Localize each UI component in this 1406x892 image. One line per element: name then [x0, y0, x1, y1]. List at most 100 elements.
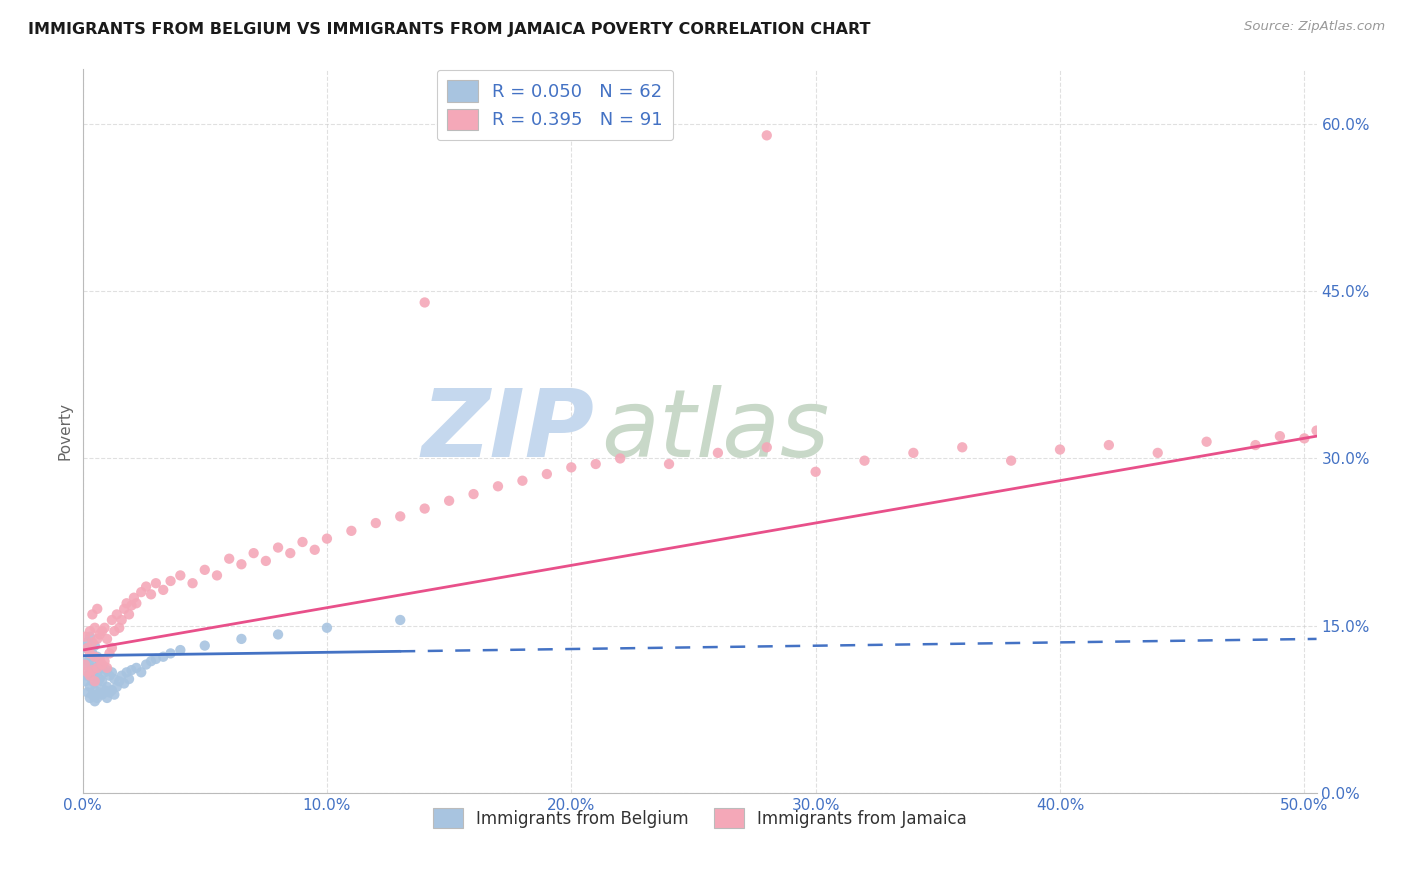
Point — [267, 627, 290, 641]
Point — [121, 663, 143, 677]
Point — [89, 627, 111, 641]
Legend: Immigrants from Belgium, Immigrants from Jamaica: Immigrants from Belgium, Immigrants from… — [426, 801, 973, 835]
Point — [86, 602, 108, 616]
Point — [853, 453, 876, 467]
Point — [194, 563, 217, 577]
Point — [585, 457, 607, 471]
Point — [105, 680, 128, 694]
Point — [93, 683, 115, 698]
Point — [1341, 416, 1364, 430]
Point — [903, 446, 925, 460]
Point — [139, 654, 162, 668]
Point — [231, 558, 253, 572]
Point — [122, 591, 145, 605]
Point — [96, 690, 118, 705]
Point — [755, 440, 778, 454]
Point — [89, 657, 111, 672]
Point — [145, 652, 167, 666]
Text: Source: ZipAtlas.com: Source: ZipAtlas.com — [1244, 20, 1385, 33]
Point — [152, 582, 174, 597]
Point — [1195, 434, 1218, 449]
Point — [86, 665, 108, 680]
Point — [103, 672, 125, 686]
Point — [254, 554, 277, 568]
Point — [267, 541, 290, 555]
Point — [1049, 442, 1071, 457]
Point — [82, 647, 104, 661]
Point — [111, 613, 134, 627]
Point — [76, 640, 98, 655]
Point — [96, 632, 118, 646]
Point — [413, 501, 436, 516]
Point — [79, 680, 101, 694]
Point — [105, 607, 128, 622]
Point — [1330, 420, 1353, 434]
Point — [340, 524, 363, 538]
Point — [291, 535, 314, 549]
Point — [79, 668, 101, 682]
Point — [101, 640, 124, 655]
Point — [76, 668, 98, 682]
Point — [91, 661, 114, 675]
Point — [181, 576, 204, 591]
Point — [79, 647, 101, 661]
Point — [115, 665, 138, 680]
Y-axis label: Poverty: Poverty — [58, 401, 72, 459]
Point — [1244, 438, 1267, 452]
Point — [96, 680, 118, 694]
Point — [91, 657, 114, 672]
Point — [83, 621, 105, 635]
Point — [83, 694, 105, 708]
Point — [73, 657, 96, 672]
Point — [89, 672, 111, 686]
Point — [707, 446, 730, 460]
Point — [83, 668, 105, 682]
Point — [139, 587, 162, 601]
Point — [194, 639, 217, 653]
Point — [91, 688, 114, 702]
Text: IMMIGRANTS FROM BELGIUM VS IMMIGRANTS FROM JAMAICA POVERTY CORRELATION CHART: IMMIGRANTS FROM BELGIUM VS IMMIGRANTS FR… — [28, 22, 870, 37]
Point — [658, 457, 681, 471]
Point — [316, 532, 339, 546]
Point — [1313, 429, 1336, 443]
Point — [1146, 446, 1168, 460]
Point — [76, 665, 98, 680]
Point — [89, 652, 111, 666]
Point — [79, 630, 101, 644]
Point — [316, 621, 339, 635]
Point — [79, 624, 101, 639]
Point — [103, 688, 125, 702]
Point — [73, 674, 96, 689]
Point — [82, 661, 104, 675]
Point — [135, 580, 157, 594]
Point — [82, 674, 104, 689]
Point — [242, 546, 264, 560]
Point — [82, 663, 104, 677]
Point — [125, 596, 148, 610]
Point — [1305, 424, 1327, 438]
Point — [93, 621, 115, 635]
Point — [560, 460, 582, 475]
Point — [89, 685, 111, 699]
Point — [83, 654, 105, 668]
Point — [125, 661, 148, 675]
Point — [82, 607, 104, 622]
Point — [93, 665, 115, 680]
Point — [98, 647, 121, 661]
Text: ZIP: ZIP — [422, 384, 595, 476]
Point — [96, 661, 118, 675]
Point — [129, 585, 152, 599]
Point — [82, 688, 104, 702]
Point — [86, 661, 108, 675]
Point — [1317, 424, 1340, 438]
Point — [121, 599, 143, 613]
Point — [101, 613, 124, 627]
Point — [145, 576, 167, 591]
Point — [159, 574, 181, 588]
Point — [118, 607, 141, 622]
Point — [413, 295, 436, 310]
Point — [83, 674, 105, 689]
Point — [86, 676, 108, 690]
Point — [96, 663, 118, 677]
Point — [79, 663, 101, 677]
